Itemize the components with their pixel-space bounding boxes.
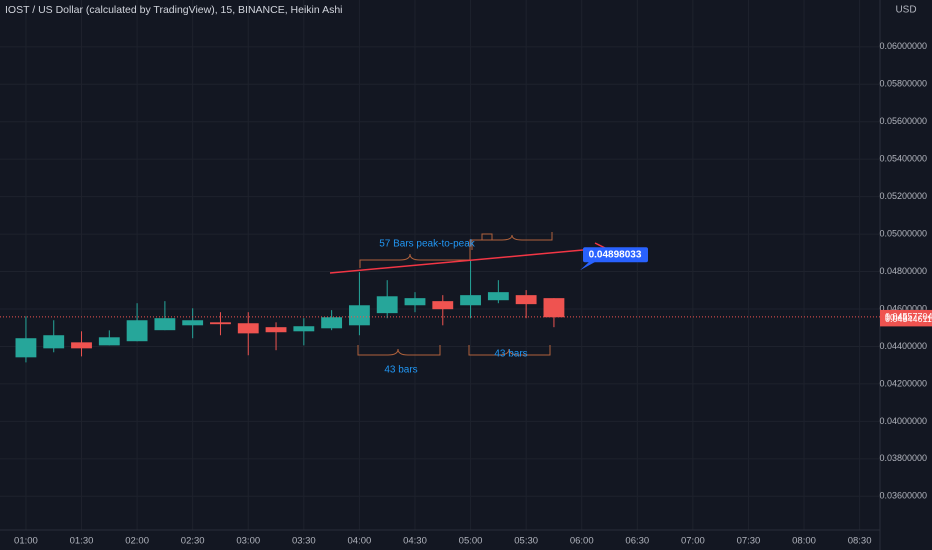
y-tick-label: 0.05600000 <box>879 116 927 126</box>
y-tick-label: 0.05400000 <box>879 154 927 164</box>
bracket <box>468 345 551 356</box>
target-badge <box>583 247 648 263</box>
y-tick-label: 0.04400000 <box>879 341 927 351</box>
annotation: 57 Bars peak-to-peak <box>379 239 476 250</box>
countdown-label: 10:43 <box>885 313 908 323</box>
x-tick-label: 05:30 <box>514 536 538 547</box>
x-tick-label: 06:00 <box>570 536 594 547</box>
y-tick-label: 0.04200000 <box>879 378 927 388</box>
x-tick-label: 07:30 <box>737 536 761 547</box>
chart-title: IOST / US Dollar (calculated by TradingV… <box>5 4 343 16</box>
candle-body <box>404 298 426 306</box>
y-tick-label: 0.04600000 <box>879 303 927 313</box>
x-tick-label: 03:00 <box>236 536 260 547</box>
candle-body <box>348 305 370 326</box>
plot <box>15 260 565 363</box>
annotation: 43 bars <box>384 365 417 376</box>
x-tick-label: 04:00 <box>348 536 372 547</box>
x-tick-label: 01:30 <box>70 536 94 547</box>
candle-body <box>265 327 287 333</box>
candle-body <box>210 322 231 325</box>
y-tick-label: 0.05800000 <box>879 79 927 89</box>
candle-body <box>43 335 65 349</box>
x-tick-label: 01:00 <box>14 536 38 547</box>
candle-body <box>126 320 148 342</box>
x-tick-label: 05:00 <box>459 536 483 547</box>
x-tick-label: 07:00 <box>681 536 705 547</box>
y-tick-label: 0.04800000 <box>879 266 927 276</box>
ha-price-label: 0.04544611 <box>885 314 932 324</box>
candle-body <box>460 295 481 306</box>
y-tick-label: 0.03600000 <box>879 491 927 501</box>
bracket <box>357 345 441 356</box>
candle-body <box>237 323 259 334</box>
candle-body <box>71 342 92 349</box>
grid <box>0 0 880 530</box>
candle-body <box>432 301 454 310</box>
x-tick-label: 06:30 <box>625 536 649 547</box>
x-tick-label: 08:00 <box>792 536 816 547</box>
trend-line <box>329 247 606 274</box>
brackets <box>357 232 553 356</box>
candle-body <box>182 320 204 326</box>
annotation: 43 bars <box>494 349 527 360</box>
y-tick-label: 0.06000000 <box>879 41 927 51</box>
candle-body <box>98 337 120 346</box>
x-tick-label: 02:30 <box>181 536 205 547</box>
bracket <box>359 233 493 268</box>
candle-body <box>15 338 37 358</box>
candle-body <box>321 317 343 329</box>
candle-body <box>487 292 509 301</box>
y-tick-label: 0.05000000 <box>879 228 927 238</box>
price-badge <box>880 309 932 327</box>
target-label: 0.04898033 <box>589 249 642 260</box>
candle-body <box>543 298 565 318</box>
bracket <box>471 232 553 250</box>
candle-body <box>515 295 537 305</box>
last-price-label: 0.04557704 <box>885 311 932 321</box>
candle-body <box>293 326 315 332</box>
currency-label: USD <box>895 5 916 16</box>
x-tick-label: 08:30 <box>848 536 872 547</box>
x-tick-label: 03:30 <box>292 536 316 547</box>
x-tick-label: 02:00 <box>125 536 149 547</box>
candle-body <box>154 318 176 331</box>
y-tick-label: 0.03800000 <box>879 453 927 463</box>
y-tick-label: 0.05200000 <box>879 191 927 201</box>
candle-body <box>376 296 398 314</box>
x-tick-label: 04:30 <box>403 536 427 547</box>
y-tick-label: 0.04000000 <box>879 416 927 426</box>
